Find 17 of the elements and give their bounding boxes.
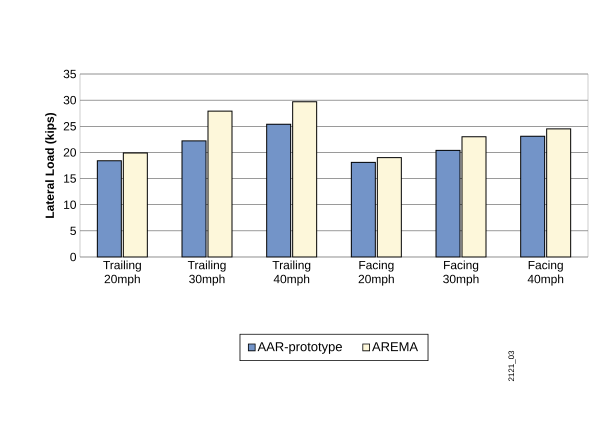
x-tick-label: Facing 30mph [443, 260, 478, 286]
x-tick-label: Trailing 40mph [272, 260, 310, 286]
y-tick-label: 25 [64, 122, 76, 131]
y-axis-title: Lateral Load (kips) [45, 112, 56, 218]
y-tick-label: 35 [64, 70, 76, 78]
legend-label: AREMA [372, 342, 418, 352]
x-tick-label: Trailing 30mph [188, 260, 226, 286]
y-tick-label: 0 [70, 252, 76, 262]
y-tick-label: 5 [70, 226, 76, 236]
x-tick-label: Trailing 20mph [103, 260, 141, 286]
y-tick-label: 10 [64, 200, 76, 209]
x-tick-label: Facing 40mph [528, 260, 564, 286]
y-tick-label: 20 [64, 148, 76, 157]
legend-label: AAR-prototype [258, 342, 342, 354]
y-tick-label: 30 [64, 96, 76, 104]
y-tick-label: 15 [64, 174, 76, 183]
x-tick-label: Facing 20mph [358, 260, 394, 286]
